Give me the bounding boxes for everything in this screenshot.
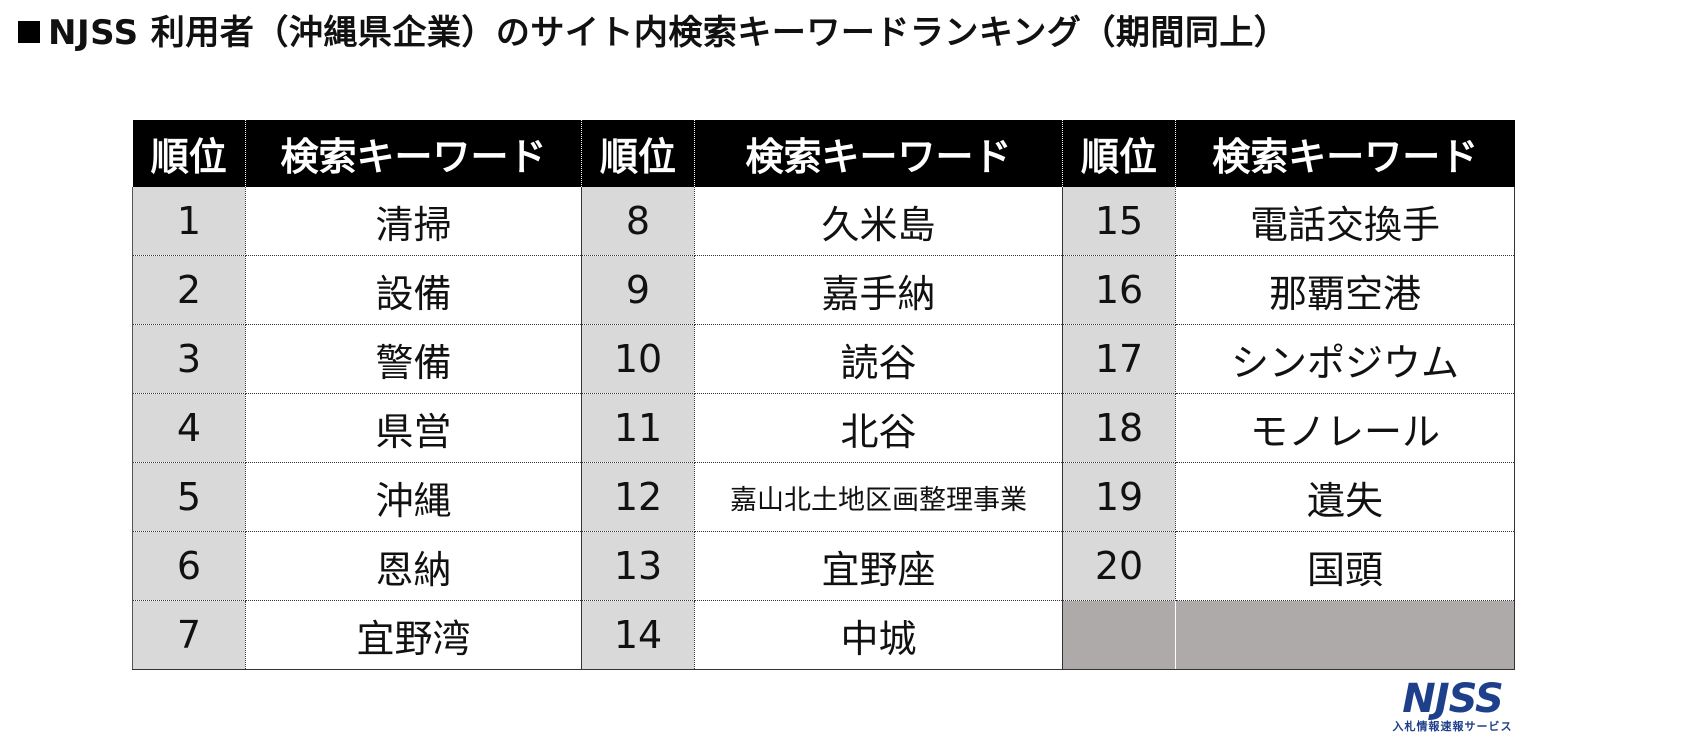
keyword-cell: 宜野座 [694,531,1063,601]
empty-cell [1175,600,1515,670]
njss-logo: NJSS 入札情報速報サービス [1385,678,1520,738]
rank-cell: 2 [132,255,246,325]
rank-cell: 13 [581,531,695,601]
rank-cell: 19 [1062,462,1176,532]
keyword-cell: モノレール [1175,393,1515,463]
rank-cell: 14 [581,600,695,670]
empty-cell [1062,600,1176,670]
square-bullet-icon [18,21,40,43]
logo-mark: NJSS [1402,676,1504,722]
keyword-cell: 県営 [245,393,582,463]
rank-cell: 6 [132,531,246,601]
table-row: 4 県営 11 北谷 18 モノレール [132,393,1515,463]
keyword-cell: 北谷 [694,393,1063,463]
keyword-cell: 清掃 [245,187,582,256]
keyword-cell: 遺失 [1175,462,1515,532]
rank-cell: 17 [1062,324,1176,394]
keyword-cell: 沖縄 [245,462,582,532]
table-row: 3 警備 10 読谷 17 シンポジウム [132,324,1515,394]
keyword-ranking-table: 順位 検索キーワード 順位 検索キーワード 順位 検索キーワード 1 清掃 8 … [132,120,1515,670]
keyword-cell: 設備 [245,255,582,325]
rank-cell: 8 [581,187,695,256]
page-title: NJSS 利用者（沖縄県企業）のサイト内検索キーワードランキング（期間同上） [18,6,1288,60]
keyword-cell: 久米島 [694,187,1063,256]
logo-subtitle: 入札情報速報サービス [1392,720,1513,733]
keyword-cell: 警備 [245,324,582,394]
keyword-cell: 宜野湾 [245,600,582,670]
table-row: 7 宜野湾 14 中城 [132,600,1515,670]
rank-cell: 12 [581,462,695,532]
table-row: 6 恩納 13 宜野座 20 国頭 [132,531,1515,601]
rank-cell: 18 [1062,393,1176,463]
table-row: 2 設備 9 嘉手納 16 那覇空港 [132,255,1515,325]
rank-cell: 3 [132,324,246,394]
rank-cell: 9 [581,255,695,325]
keyword-cell: 電話交換手 [1175,187,1515,256]
rank-cell: 4 [132,393,246,463]
rank-cell: 20 [1062,531,1176,601]
keyword-cell: 国頭 [1175,531,1515,601]
keyword-cell: 恩納 [245,531,582,601]
table-header-row: 順位 検索キーワード 順位 検索キーワード 順位 検索キーワード [132,120,1515,187]
keyword-cell: 嘉手納 [694,255,1063,325]
header-rank-3: 順位 [1062,120,1176,187]
header-keyword-2: 検索キーワード [694,120,1063,187]
keyword-cell: 嘉山北土地区画整理事業 [694,462,1063,532]
rank-cell: 7 [132,600,246,670]
rank-cell: 11 [581,393,695,463]
header-keyword-3: 検索キーワード [1175,120,1515,187]
rank-cell: 5 [132,462,246,532]
rank-cell: 16 [1062,255,1176,325]
header-keyword-1: 検索キーワード [245,120,582,187]
keyword-cell: 中城 [694,600,1063,670]
header-rank-2: 順位 [581,120,695,187]
table-row: 1 清掃 8 久米島 15 電話交換手 [132,187,1515,256]
header-rank-1: 順位 [132,120,246,187]
keyword-cell: シンポジウム [1175,324,1515,394]
rank-cell: 1 [132,187,246,256]
rank-cell: 10 [581,324,695,394]
table-row: 5 沖縄 12 嘉山北土地区画整理事業 19 遺失 [132,462,1515,532]
rank-cell: 15 [1062,187,1176,256]
keyword-cell: 那覇空港 [1175,255,1515,325]
keyword-cell: 読谷 [694,324,1063,394]
page-title-text: NJSS 利用者（沖縄県企業）のサイト内検索キーワードランキング（期間同上） [48,13,1289,53]
